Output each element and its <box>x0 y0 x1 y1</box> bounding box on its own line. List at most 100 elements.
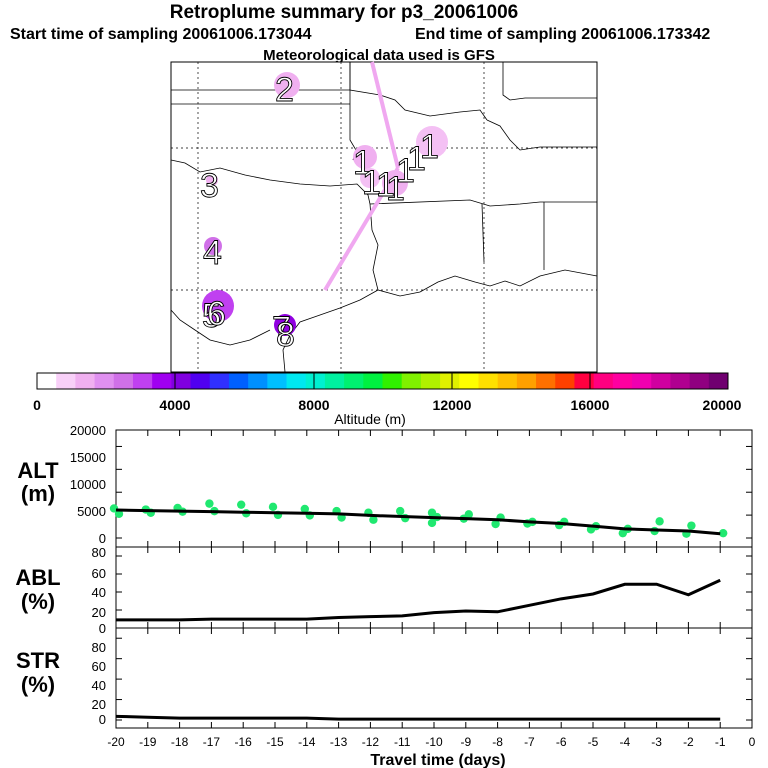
plot-marks <box>109 499 728 721</box>
particle-clusters <box>202 72 448 336</box>
alt-scatter-point <box>427 518 437 528</box>
x-tick-label: -18 <box>171 735 189 749</box>
str-ytick-40: 40 <box>92 678 106 693</box>
str-line <box>115 714 721 721</box>
x-tick-label: -20 <box>107 735 125 749</box>
cluster-day-3 <box>206 174 218 186</box>
x-ticks: -20 -19 -18 -17 -16 -15 -14 -13 -12 -11 -10 -9 -8 -7-… <box>107 735 755 749</box>
x-tick-label: -1 <box>715 735 726 749</box>
abl-ytick-40: 40 <box>92 585 106 600</box>
str-ytick-0: 0 <box>99 712 106 727</box>
colorbar-cell <box>56 373 76 389</box>
x-tick-label: -19 <box>139 735 157 749</box>
map-graticule <box>171 62 597 372</box>
colorbar-cell <box>171 373 192 389</box>
time-series-panels: ALT (m) ABL (%) STR (%) 20000 15000 1000… <box>15 423 755 768</box>
map-label-1a: 1 <box>420 128 439 166</box>
trajectory-upper <box>370 61 400 169</box>
map-label-1f: 1 <box>386 170 405 208</box>
x-tick-label: -6 <box>556 735 567 749</box>
map-label-5: 5 <box>202 297 221 335</box>
colorbar-cell <box>459 373 479 389</box>
alt-scatter-point <box>300 504 309 514</box>
alt-unit: (m) <box>21 481 55 506</box>
colorbar-cell <box>113 373 134 389</box>
colorbar-cell <box>324 373 345 389</box>
colorbar-tick-20000: 20000 <box>703 397 742 413</box>
str-ytick-80: 80 <box>92 640 106 655</box>
colorbar-tick-12000: 12000 <box>433 397 472 413</box>
colorbar-cell <box>497 373 518 389</box>
alt-ytick-5000: 5000 <box>77 504 106 519</box>
panels-frame <box>115 429 753 729</box>
colorbar-cell <box>536 373 556 389</box>
x-tick-label: -13 <box>330 735 348 749</box>
map-borders <box>170 62 598 373</box>
alt-scatter-point <box>618 528 627 538</box>
x-tick-label: -8 <box>492 735 503 749</box>
colorbar-tick-0: 0 <box>33 397 41 413</box>
chart-title: Retroplume summary for p3_20061006 <box>169 2 519 23</box>
x-tick-label: -12 <box>362 735 380 749</box>
x-tick-label: -11 <box>394 735 411 749</box>
x-tick-label: -3 <box>651 735 662 749</box>
str-unit: (%) <box>21 672 55 697</box>
abl-ytick-60: 60 <box>92 566 106 581</box>
cluster-day-5 <box>202 290 234 322</box>
map-label-6: 6 <box>207 295 226 333</box>
cluster-day-1a <box>416 126 448 158</box>
abl-line <box>116 578 721 622</box>
cluster-day-4 <box>204 237 222 255</box>
x-tick-label: -10 <box>425 735 443 749</box>
map-label-1e: 1 <box>362 164 381 202</box>
cluster-day-2 <box>274 72 300 98</box>
alt-ytick-15000: 15000 <box>70 450 106 465</box>
colorbar-cell <box>228 373 249 389</box>
map-label-1d: 1 <box>353 144 372 182</box>
colorbar-cell <box>152 373 172 389</box>
colorbar-cell <box>132 373 153 389</box>
alt-ytick-0: 0 <box>99 531 106 546</box>
alt-scatter-point <box>655 517 664 526</box>
map-label-8: 8 <box>276 316 295 354</box>
colorbar-cell <box>516 373 537 389</box>
x-tick-label: -7 <box>524 735 535 749</box>
x-tick-label: 0 <box>749 735 756 749</box>
x-tick-label: -2 <box>683 735 694 749</box>
colorbar-cell <box>75 373 96 389</box>
alt-scatter-point <box>114 509 124 519</box>
colorbar-cell <box>555 373 575 389</box>
alt-scatter-point <box>396 506 405 516</box>
map-label-1c: 1 <box>396 152 415 190</box>
map-panel: 2 3 4 5 6 7 8 1 1 1 1 1 1 1 <box>170 61 598 373</box>
colorbar-tick-4000: 4000 <box>159 397 190 413</box>
colorbar-cell <box>632 373 652 389</box>
day-labels: 2 3 4 5 6 7 8 1 1 1 1 1 1 1 <box>200 71 440 355</box>
x-tick-label: -17 <box>203 735 221 749</box>
map-label-7: 7 <box>272 310 291 348</box>
alt-scatter-point <box>237 500 246 509</box>
x-tick-label: -15 <box>266 735 284 749</box>
start-time-label: Start time of sampling 20061006.173044 <box>10 26 312 43</box>
colorbar-cell <box>478 373 499 389</box>
str-ytick-60: 60 <box>92 659 106 674</box>
alt-scatter-point <box>268 502 278 512</box>
colorbar-cell <box>612 373 633 389</box>
tick-marks <box>115 430 753 728</box>
str-label: STR <box>16 648 60 673</box>
colorbar-cell <box>190 373 211 389</box>
abl-ytick-20: 20 <box>92 605 106 620</box>
alt-scatter-point <box>205 499 214 508</box>
x-tick-label: -14 <box>298 735 316 749</box>
met-data-label: Meteorological data used is GFS <box>263 47 495 64</box>
alt-ytick-20000: 20000 <box>70 423 106 438</box>
alt-scatter-point <box>491 519 500 529</box>
colorbar-cell <box>420 373 441 389</box>
map-label-4: 4 <box>203 234 222 272</box>
map-label-1b: 1 <box>407 140 426 178</box>
cluster-day-7 <box>274 314 296 336</box>
colorbar-cell <box>286 373 307 389</box>
colorbar-cell <box>574 373 595 389</box>
panel-labels: ALT (m) ABL (%) STR (%) <box>15 458 60 697</box>
